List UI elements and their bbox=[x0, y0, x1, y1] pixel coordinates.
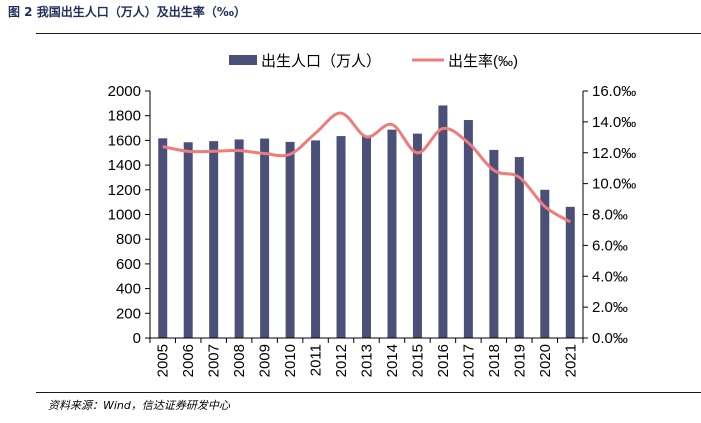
figure-title: 图 2 我国出生人口（万人）及出生率（‰） bbox=[8, 5, 246, 19]
bar-2009 bbox=[260, 138, 270, 338]
right-tick-label: 12.0‰ bbox=[592, 145, 636, 162]
left-tick-label: 1200 bbox=[108, 182, 141, 199]
bar-2006 bbox=[183, 142, 193, 338]
bar-2015 bbox=[412, 133, 422, 338]
legend-line-label: 出生率(‰) bbox=[448, 53, 518, 70]
x-tick-label: 2007 bbox=[206, 344, 223, 377]
right-tick-label: 4.0‰ bbox=[592, 268, 628, 285]
bar-2005 bbox=[158, 138, 168, 338]
bar-2012 bbox=[336, 136, 346, 338]
top-rule bbox=[36, 33, 701, 34]
bar-2010 bbox=[285, 141, 295, 338]
x-tick-label: 2017 bbox=[460, 344, 477, 377]
bottom-rule bbox=[36, 392, 701, 393]
x-tick-label: 2005 bbox=[155, 344, 172, 377]
x-tick-label: 2020 bbox=[537, 344, 554, 377]
left-tick-label: 0 bbox=[133, 330, 141, 347]
x-tick-label: 2018 bbox=[486, 344, 503, 377]
x-tick-label: 2021 bbox=[562, 344, 579, 377]
x-tick-label: 2016 bbox=[435, 344, 452, 377]
legend-bar-label: 出生人口（万人） bbox=[261, 53, 381, 70]
birth-rate-line bbox=[162, 111, 572, 224]
bar-2021 bbox=[565, 206, 575, 338]
bar-2019 bbox=[514, 157, 524, 338]
right-tick-label: 14.0‰ bbox=[592, 114, 636, 131]
bar-2016 bbox=[438, 105, 448, 339]
right-tick-label: 2.0‰ bbox=[592, 299, 628, 316]
bar-2017 bbox=[463, 120, 473, 339]
x-tick-label: 2006 bbox=[180, 344, 197, 377]
x-tick-label: 2014 bbox=[384, 344, 401, 377]
left-tick-label: 200 bbox=[116, 305, 141, 322]
right-tick-label: 8.0‰ bbox=[592, 207, 628, 224]
x-tick-label: 2013 bbox=[359, 344, 376, 377]
left-tick-label: 400 bbox=[116, 281, 141, 298]
bar-2008 bbox=[234, 139, 244, 338]
right-tick-label: 16.0‰ bbox=[592, 83, 636, 100]
left-tick-label: 800 bbox=[116, 231, 141, 248]
left-tick-label: 1400 bbox=[108, 157, 141, 174]
left-tick-label: 1000 bbox=[108, 207, 141, 224]
x-tick-label: 2015 bbox=[409, 344, 426, 377]
bar-2018 bbox=[489, 149, 499, 338]
left-tick-label: 1600 bbox=[108, 132, 141, 149]
left-tick-label: 600 bbox=[116, 256, 141, 273]
x-tick-label: 2012 bbox=[333, 344, 350, 377]
x-tick-label: 2011 bbox=[308, 344, 325, 376]
bar-2011 bbox=[311, 140, 321, 338]
right-tick-label: 6.0‰ bbox=[592, 237, 628, 254]
source-note: 资料来源：Wind，信达证券研发中心 bbox=[48, 399, 230, 412]
bar-2007 bbox=[209, 141, 219, 338]
left-tick-label: 1800 bbox=[108, 108, 141, 125]
left-tick-label: 2000 bbox=[108, 83, 141, 100]
x-tick-label: 2010 bbox=[282, 344, 299, 377]
x-tick-label: 2019 bbox=[511, 344, 528, 377]
right-tick-label: 0.0‰ bbox=[592, 330, 628, 347]
bar-2014 bbox=[387, 129, 397, 338]
x-tick-label: 2009 bbox=[257, 344, 274, 377]
bar-2020 bbox=[540, 189, 550, 338]
x-tick-label: 2008 bbox=[231, 344, 248, 377]
bar-2013 bbox=[362, 135, 371, 338]
legend-bar-swatch bbox=[229, 55, 257, 65]
right-tick-label: 10.0‰ bbox=[592, 176, 636, 193]
